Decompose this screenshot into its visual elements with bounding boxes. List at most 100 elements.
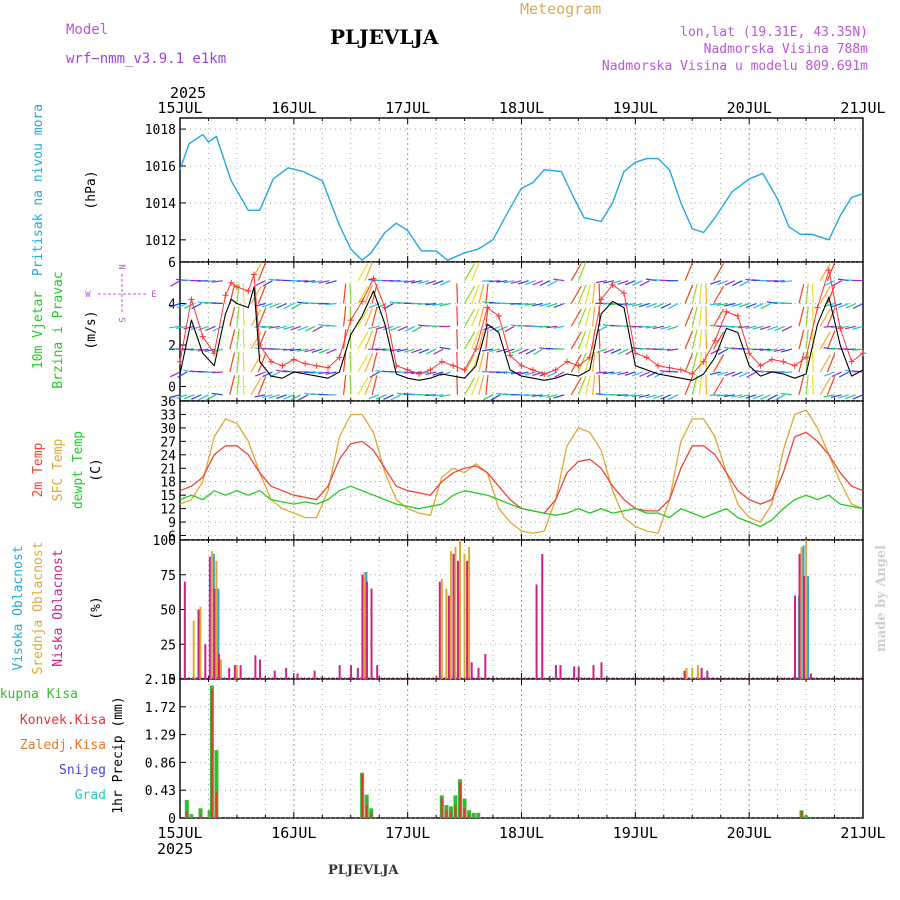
precip-conv-bar	[449, 811, 452, 818]
temperature-ytick-label: 27	[160, 435, 176, 450]
wind-barb	[250, 331, 262, 350]
cloud-low-bar	[554, 665, 557, 679]
wind-barb	[236, 329, 240, 350]
wind-gust-marker	[472, 346, 479, 353]
wind-barb	[297, 348, 309, 352]
wind-barb	[592, 306, 596, 327]
wind-barb	[713, 285, 725, 304]
clouds-ytick-label: 75	[160, 569, 176, 584]
wind-barb	[713, 331, 725, 350]
wind-gust-marker	[860, 350, 866, 357]
cloud-low-bar	[447, 595, 450, 679]
cloud-mid-bar	[235, 665, 238, 679]
wind-barb	[798, 283, 805, 304]
wind-barb	[375, 348, 387, 351]
wind-barb	[183, 325, 195, 330]
wind-barb	[403, 280, 415, 283]
wind-barb	[456, 351, 459, 373]
wind-barb	[357, 331, 369, 350]
wind-barb	[618, 348, 629, 355]
wind-barb	[283, 394, 295, 400]
wind-gust-marker	[803, 354, 810, 361]
wind-barb	[190, 348, 202, 351]
wind-axis-title: 10m Vjetar Brzina i Pravac (m/s) N S W E	[31, 264, 157, 388]
clouds-ytick-label: 100	[153, 534, 176, 549]
wind-barb	[624, 371, 636, 376]
precip-conv-bar	[365, 805, 368, 818]
wind-barb	[598, 283, 601, 304]
cloud-low-bar	[592, 665, 595, 679]
precip-legend: Ukupna Kisa Konvek.Kisa Zaledj.Kisa Snij…	[0, 687, 126, 814]
wind-barb	[684, 284, 694, 304]
wind-barb	[852, 325, 864, 330]
wind-barb	[638, 325, 650, 329]
wind-barb	[456, 374, 459, 395]
wind-ytick-label: 2	[168, 339, 176, 354]
wind-barb	[732, 280, 743, 287]
wind-barb	[325, 280, 337, 285]
wind-gust-marker	[199, 333, 206, 340]
cloud-low-bar	[452, 553, 455, 679]
wind-barb	[595, 371, 607, 374]
cloud-mid-bar	[454, 546, 457, 679]
wind-gust-marker	[848, 358, 855, 365]
wind-gust-marker	[541, 371, 548, 378]
wind-barb	[176, 394, 188, 399]
wind-barb	[471, 284, 480, 304]
wind-barb	[691, 329, 698, 350]
wind-barb	[570, 285, 582, 304]
wind-barb	[546, 394, 558, 398]
wind-barb	[456, 329, 459, 350]
wind-barb	[645, 325, 657, 329]
pressure-ytick-label: 1016	[145, 160, 176, 175]
wind-gust-marker	[188, 296, 195, 303]
wind-barb	[283, 325, 294, 330]
wind-barb	[603, 324, 615, 327]
temperature-ytick-label: 18	[160, 476, 176, 491]
wind-barb	[577, 307, 587, 327]
wind-barb	[456, 283, 459, 304]
wind-barb	[752, 394, 764, 400]
wind-gust-marker	[723, 308, 730, 315]
wind-gust-marker	[427, 366, 434, 373]
wind-barb	[478, 329, 485, 350]
wind-barb	[242, 329, 245, 350]
cloud-low-bar	[273, 670, 276, 679]
wind-barb	[823, 325, 835, 328]
wind-barb	[418, 348, 430, 354]
wind-barb	[716, 302, 728, 306]
wind-barb	[485, 329, 489, 350]
wind-gust-marker	[279, 362, 286, 369]
wind-barb	[212, 325, 223, 332]
cloud-low-bar	[239, 665, 242, 679]
wind-barb	[570, 331, 582, 350]
wind-barb	[478, 375, 485, 395]
wind-barb	[425, 394, 437, 396]
wind-gust-marker	[177, 358, 183, 365]
wind-barb	[713, 354, 725, 373]
wind-barb	[268, 325, 280, 329]
cloud-low-bar	[361, 574, 364, 679]
wind-barb	[510, 302, 522, 305]
lonlat-label: lon,lat (19.31E, 43.35N)	[680, 25, 868, 40]
wind-barb	[724, 346, 735, 350]
wind-barb	[364, 330, 374, 350]
wind-barb	[805, 283, 809, 304]
wind-barb	[254, 325, 266, 328]
wind-gust-marker	[791, 362, 798, 369]
wind-barb	[375, 325, 387, 330]
wind-gust-marker	[324, 364, 331, 371]
cloud-low-bar	[559, 665, 562, 679]
wind-barb	[471, 307, 480, 327]
wind-barb	[773, 280, 785, 283]
dewpt-line	[179, 485, 864, 528]
wind-barb	[261, 325, 273, 329]
wind-barb	[531, 394, 543, 397]
wind-barb	[745, 302, 757, 309]
watermark: made by Angel	[874, 545, 889, 652]
x-tick-label-top: 20JUL	[727, 99, 772, 117]
wind-barb	[831, 302, 842, 308]
wind-barb	[705, 306, 708, 327]
cloud-low-bar	[793, 595, 796, 679]
